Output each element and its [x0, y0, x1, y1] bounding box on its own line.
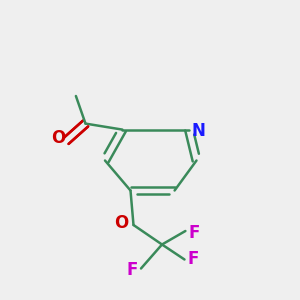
Text: F: F	[188, 224, 200, 242]
Text: F: F	[187, 250, 199, 268]
Text: N: N	[191, 122, 205, 140]
Text: F: F	[127, 261, 138, 279]
Text: O: O	[114, 214, 128, 232]
Text: O: O	[51, 129, 66, 147]
